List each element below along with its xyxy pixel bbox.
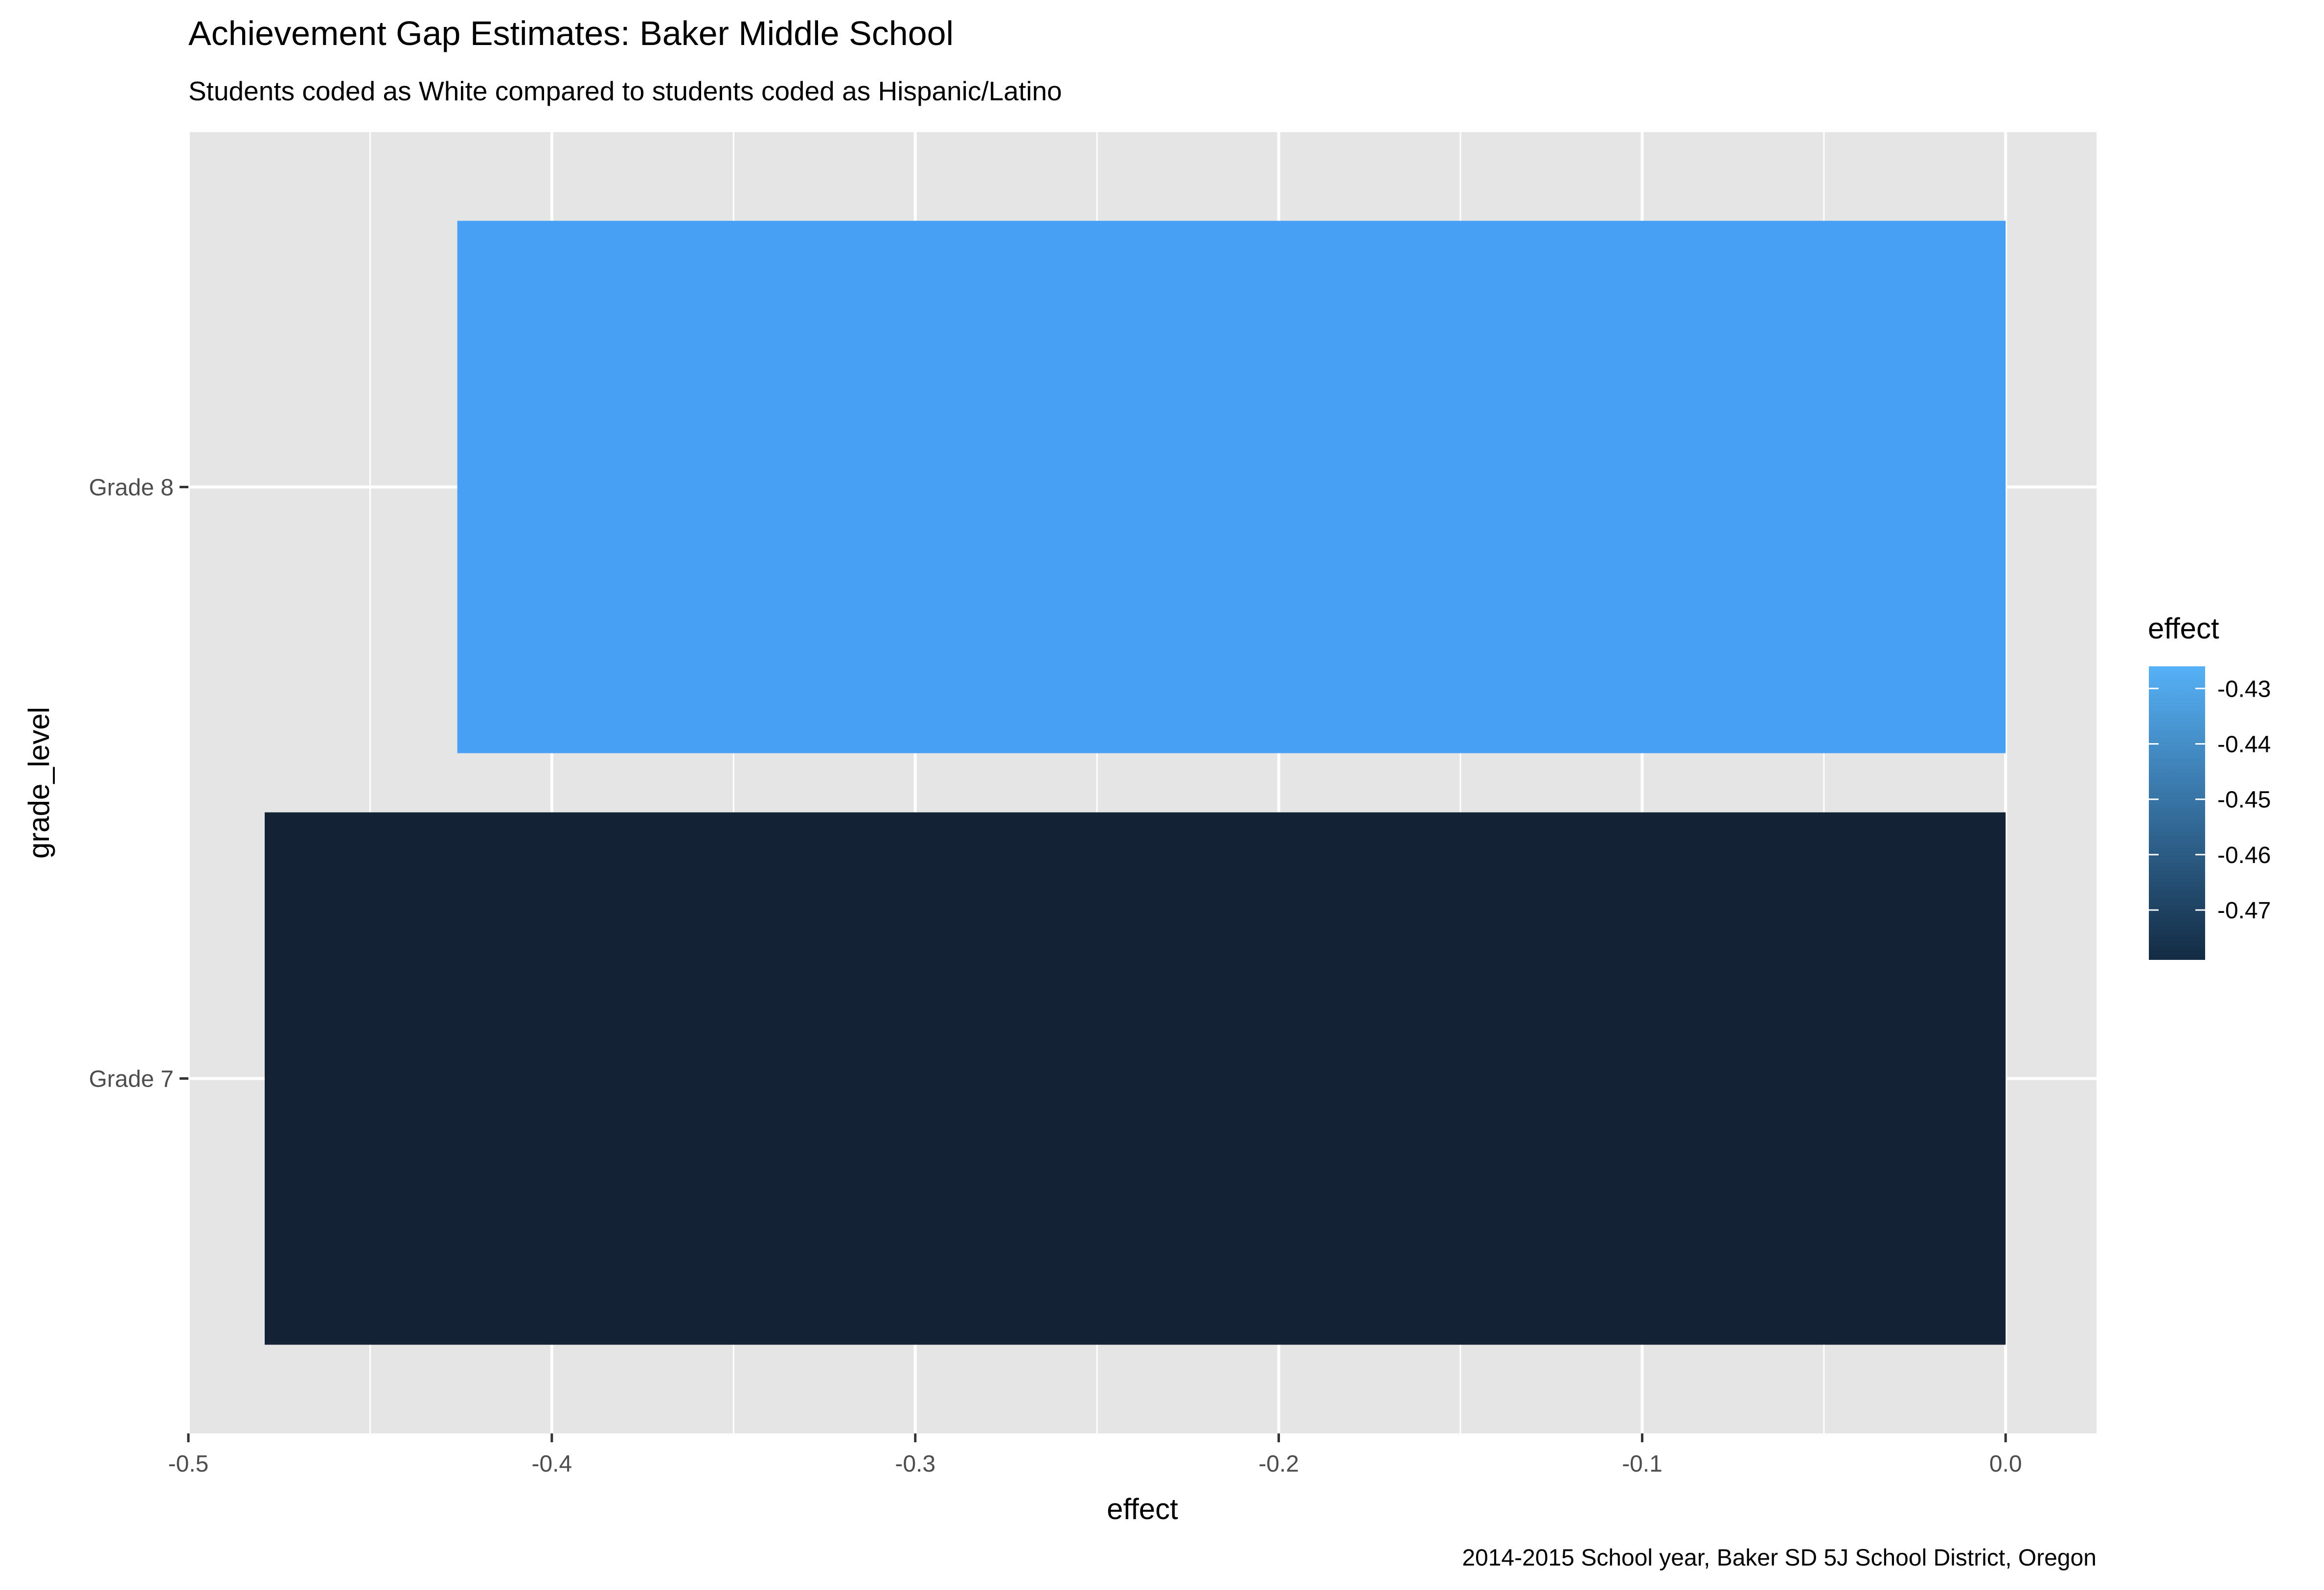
chart-subtitle: Students coded as White compared to stud… (188, 76, 1062, 106)
bars (265, 221, 2006, 1345)
legend-ticks: -0.43 -0.44 -0.45 -0.46 -0.47 (2149, 676, 2271, 924)
x-tick-label: -0.2 (1258, 1451, 1299, 1477)
x-tick-label: 0.0 (1989, 1451, 2022, 1477)
bar-grade-7 (265, 812, 2006, 1345)
legend-tick-label: -0.47 (2217, 898, 2271, 924)
legend-title: effect (2148, 612, 2219, 645)
x-axis-title: effect (1107, 1493, 1178, 1525)
legend-tick-label: -0.44 (2217, 731, 2271, 757)
legend-tick-label: -0.45 (2217, 787, 2271, 813)
y-axis-title: grade_level (23, 707, 55, 859)
x-tick-label: -0.3 (895, 1451, 935, 1477)
chart-caption: 2014-2015 School year, Baker SD 5J Schoo… (1462, 1545, 2096, 1571)
y-axis: Grade 7 Grade 8 (89, 475, 188, 1092)
bar-grade-8 (457, 221, 2006, 753)
x-tick-label: -0.1 (1622, 1451, 1663, 1477)
y-tick-label: Grade 7 (89, 1067, 174, 1092)
legend-colorbar (2149, 666, 2205, 960)
chart-title: Achievement Gap Estimates: Baker Middle … (188, 14, 954, 52)
legend-tick-label: -0.46 (2217, 842, 2271, 868)
x-axis: -0.5 -0.4 -0.3 -0.2 -0.1 0.0 (168, 1433, 2022, 1477)
legend: effect -0.43 -0.44 -0.45 -0.46 -0.47 (2148, 612, 2271, 960)
y-tick-label: Grade 8 (89, 475, 174, 500)
legend-tick-label: -0.43 (2217, 676, 2271, 702)
x-tick-label: -0.5 (168, 1451, 209, 1477)
x-tick-label: -0.4 (531, 1451, 572, 1477)
